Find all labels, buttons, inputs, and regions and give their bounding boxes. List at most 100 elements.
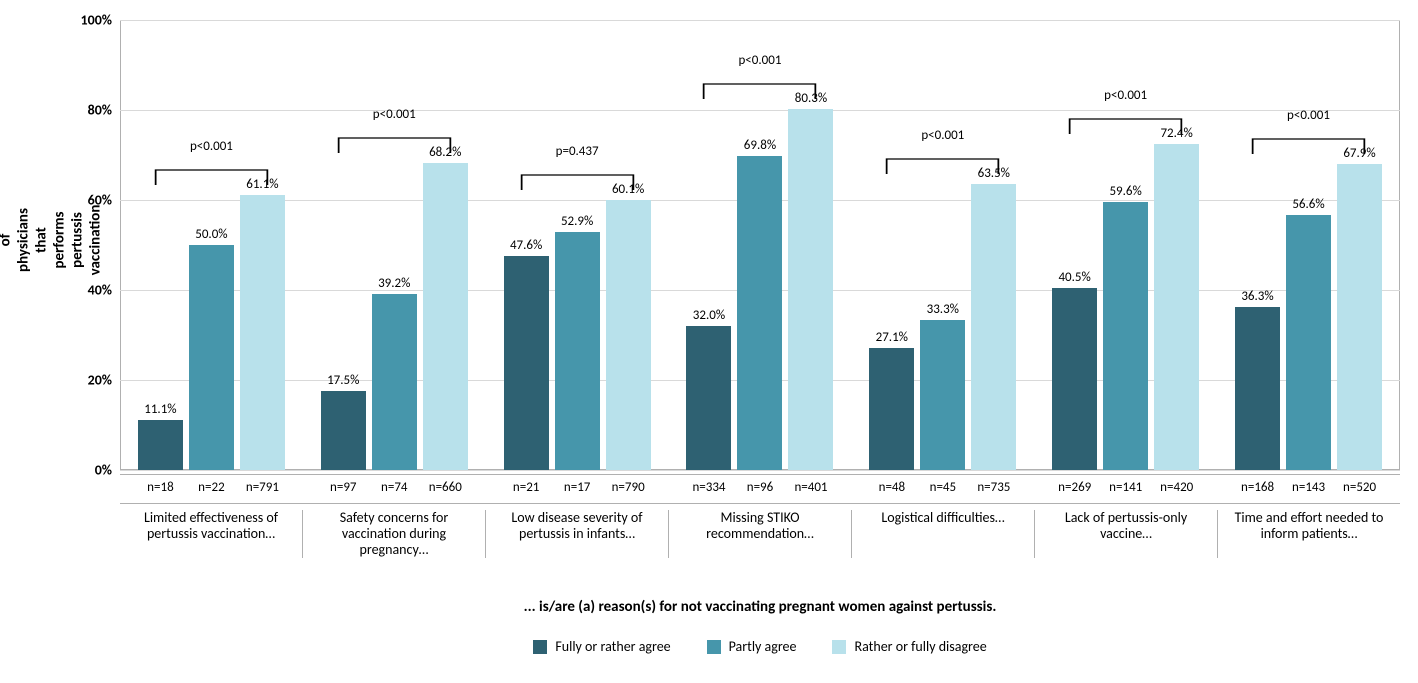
p-value-label: p<0.001 (921, 128, 964, 143)
p-value-label: p<0.001 (1287, 108, 1330, 123)
bar-value-label: 39.2% (378, 276, 410, 291)
bar-value-label: 69.8% (744, 138, 776, 153)
bar-value-label: 60.1% (612, 182, 644, 197)
bar-group: p<0.00111.1%50.0%61.1% (138, 195, 285, 470)
y-tick-label: 40% (72, 282, 112, 299)
p-value-label: p<0.001 (1104, 88, 1147, 103)
bar-value-label: 32.0% (693, 308, 725, 323)
bars-row: p<0.00111.1%50.0%61.1%p<0.00117.5%39.2%6… (120, 20, 1400, 470)
bar: 11.1% (138, 420, 183, 470)
legend-item: Rather or fully disagree (832, 638, 986, 655)
n-label: n=45 (920, 480, 965, 495)
legend-label: Partly agree (729, 638, 797, 655)
bar-value-label: 47.6% (510, 238, 542, 253)
legend: Fully or rather agree Partly agree Rather … (120, 638, 1400, 655)
bar-group: p<0.00117.5%39.2%68.2% (321, 163, 468, 470)
y-tick-label: 20% (72, 372, 112, 389)
category-label: Time and effort needed to inform patient… (1217, 510, 1400, 558)
n-label: n=660 (423, 480, 468, 495)
p-value-label: p<0.001 (738, 53, 781, 68)
bar: 40.5% (1052, 288, 1097, 470)
bar: 47.6% (504, 256, 549, 470)
legend-label: Fully or rather agree (555, 638, 670, 655)
n-group: n=168n=143n=520 (1217, 480, 1400, 495)
bar: 63.5% (971, 184, 1016, 470)
legend-swatch (707, 640, 721, 654)
bar: 68.2% (423, 163, 468, 470)
bar-value-label: 52.9% (561, 214, 593, 229)
n-label: n=17 (555, 480, 600, 495)
bar-group: p<0.00132.0%69.8%80.3% (686, 109, 833, 470)
y-tick-label: 60% (72, 192, 112, 209)
bar-value-label: 33.3% (927, 302, 959, 317)
n-group: n=334 n=96 n=401 (669, 480, 852, 495)
legend-item: Fully or rather agree (533, 638, 670, 655)
bar-value-label: 17.5% (327, 373, 359, 388)
legend-item: Partly agree (707, 638, 797, 655)
bar-value-label: 40.5% (1058, 270, 1090, 285)
n-label: n=48 (869, 480, 914, 495)
bar-value-label: 63.5% (978, 166, 1010, 181)
bar-group: p<0.00127.1%33.3%63.5% (869, 184, 1016, 470)
n-label: n=97 (321, 480, 366, 495)
grid-line (120, 470, 1400, 471)
bar: 69.8% (737, 156, 782, 470)
chart-container: Proportion of physicians that performs p… (0, 0, 1418, 683)
bar-value-label: 80.3% (795, 91, 827, 106)
bar-group: p=0.43747.6%52.9%60.1% (504, 200, 651, 470)
bar-value-label: 11.1% (144, 402, 176, 417)
bar: 60.1% (606, 200, 651, 470)
n-label: n=401 (789, 480, 834, 495)
n-label: n=22 (189, 480, 234, 495)
n-label: n=791 (240, 480, 285, 495)
legend-label: Rather or fully disagree (854, 638, 986, 655)
p-value-label: p<0.001 (373, 107, 416, 122)
n-label: n=520 (1337, 480, 1382, 495)
bar: 33.3% (920, 320, 965, 470)
bar: 39.2% (372, 294, 417, 470)
y-tick-label: 80% (72, 102, 112, 119)
category-label: Lack of pertussis-only vaccine… (1034, 510, 1217, 558)
n-row: n=18 n=22 n=791 n=97 n=74 n=660 n=21 n=17 n=790 n… (120, 480, 1400, 495)
category-label: Logistical difficulties… (851, 510, 1034, 558)
category-label: Safety concerns for vaccination during p… (302, 510, 485, 558)
bar-group: p<0.00136.3%56.6%67.9% (1235, 164, 1382, 470)
bar: 80.3% (788, 109, 833, 470)
bar-value-label: 67.9% (1343, 146, 1375, 161)
n-group: n=97 n=74 n=660 (303, 480, 486, 495)
n-label: n=168 (1235, 480, 1280, 495)
category-label: Limited effectiveness of pertussis vacci… (120, 510, 302, 558)
n-label: n=74 (372, 480, 417, 495)
y-tick-label: 100% (72, 12, 112, 29)
category-label: Low disease severity of pertussis in inf… (485, 510, 668, 558)
n-label: n=269 (1052, 480, 1097, 495)
x-axis-footnote-text: ... is/are (a) reason(s) for not vaccina… (524, 598, 997, 616)
n-group: n=18 n=22 n=791 (120, 480, 303, 495)
bar-value-label: 68.2% (429, 145, 461, 160)
bar: 67.9% (1337, 164, 1382, 470)
bar-value-label: 61.1% (246, 177, 278, 192)
n-label: n=420 (1154, 480, 1199, 495)
y-axis-title-text: Proportion of physicians that performs p… (0, 205, 104, 276)
bar-value-label: 56.6% (1292, 197, 1324, 212)
bar: 56.6% (1286, 215, 1331, 470)
n-label: n=334 (687, 480, 732, 495)
n-group: n=48 n=45 n=735 (851, 480, 1034, 495)
legend-swatch (832, 640, 846, 654)
bar-value-label: 50.0% (195, 227, 227, 242)
category-row: Limited effectiveness of pertussis vacci… (120, 510, 1400, 558)
n-label: n=735 (971, 480, 1016, 495)
bar: 36.3% (1235, 307, 1280, 470)
n-label: n=790 (606, 480, 651, 495)
n-label: n=18 (138, 480, 183, 495)
bar: 52.9% (555, 232, 600, 470)
bar: 17.5% (321, 391, 366, 470)
x-axis-footnote: ... is/are (a) reason(s) for not vaccina… (120, 598, 1400, 616)
bar-group: p<0.00140.5%59.6%72.4% (1052, 144, 1199, 470)
bar: 61.1% (240, 195, 285, 470)
n-label: n=96 (738, 480, 783, 495)
n-label: n=21 (504, 480, 549, 495)
bar-value-label: 59.6% (1109, 184, 1141, 199)
bar: 32.0% (686, 326, 731, 470)
bar: 72.4% (1154, 144, 1199, 470)
